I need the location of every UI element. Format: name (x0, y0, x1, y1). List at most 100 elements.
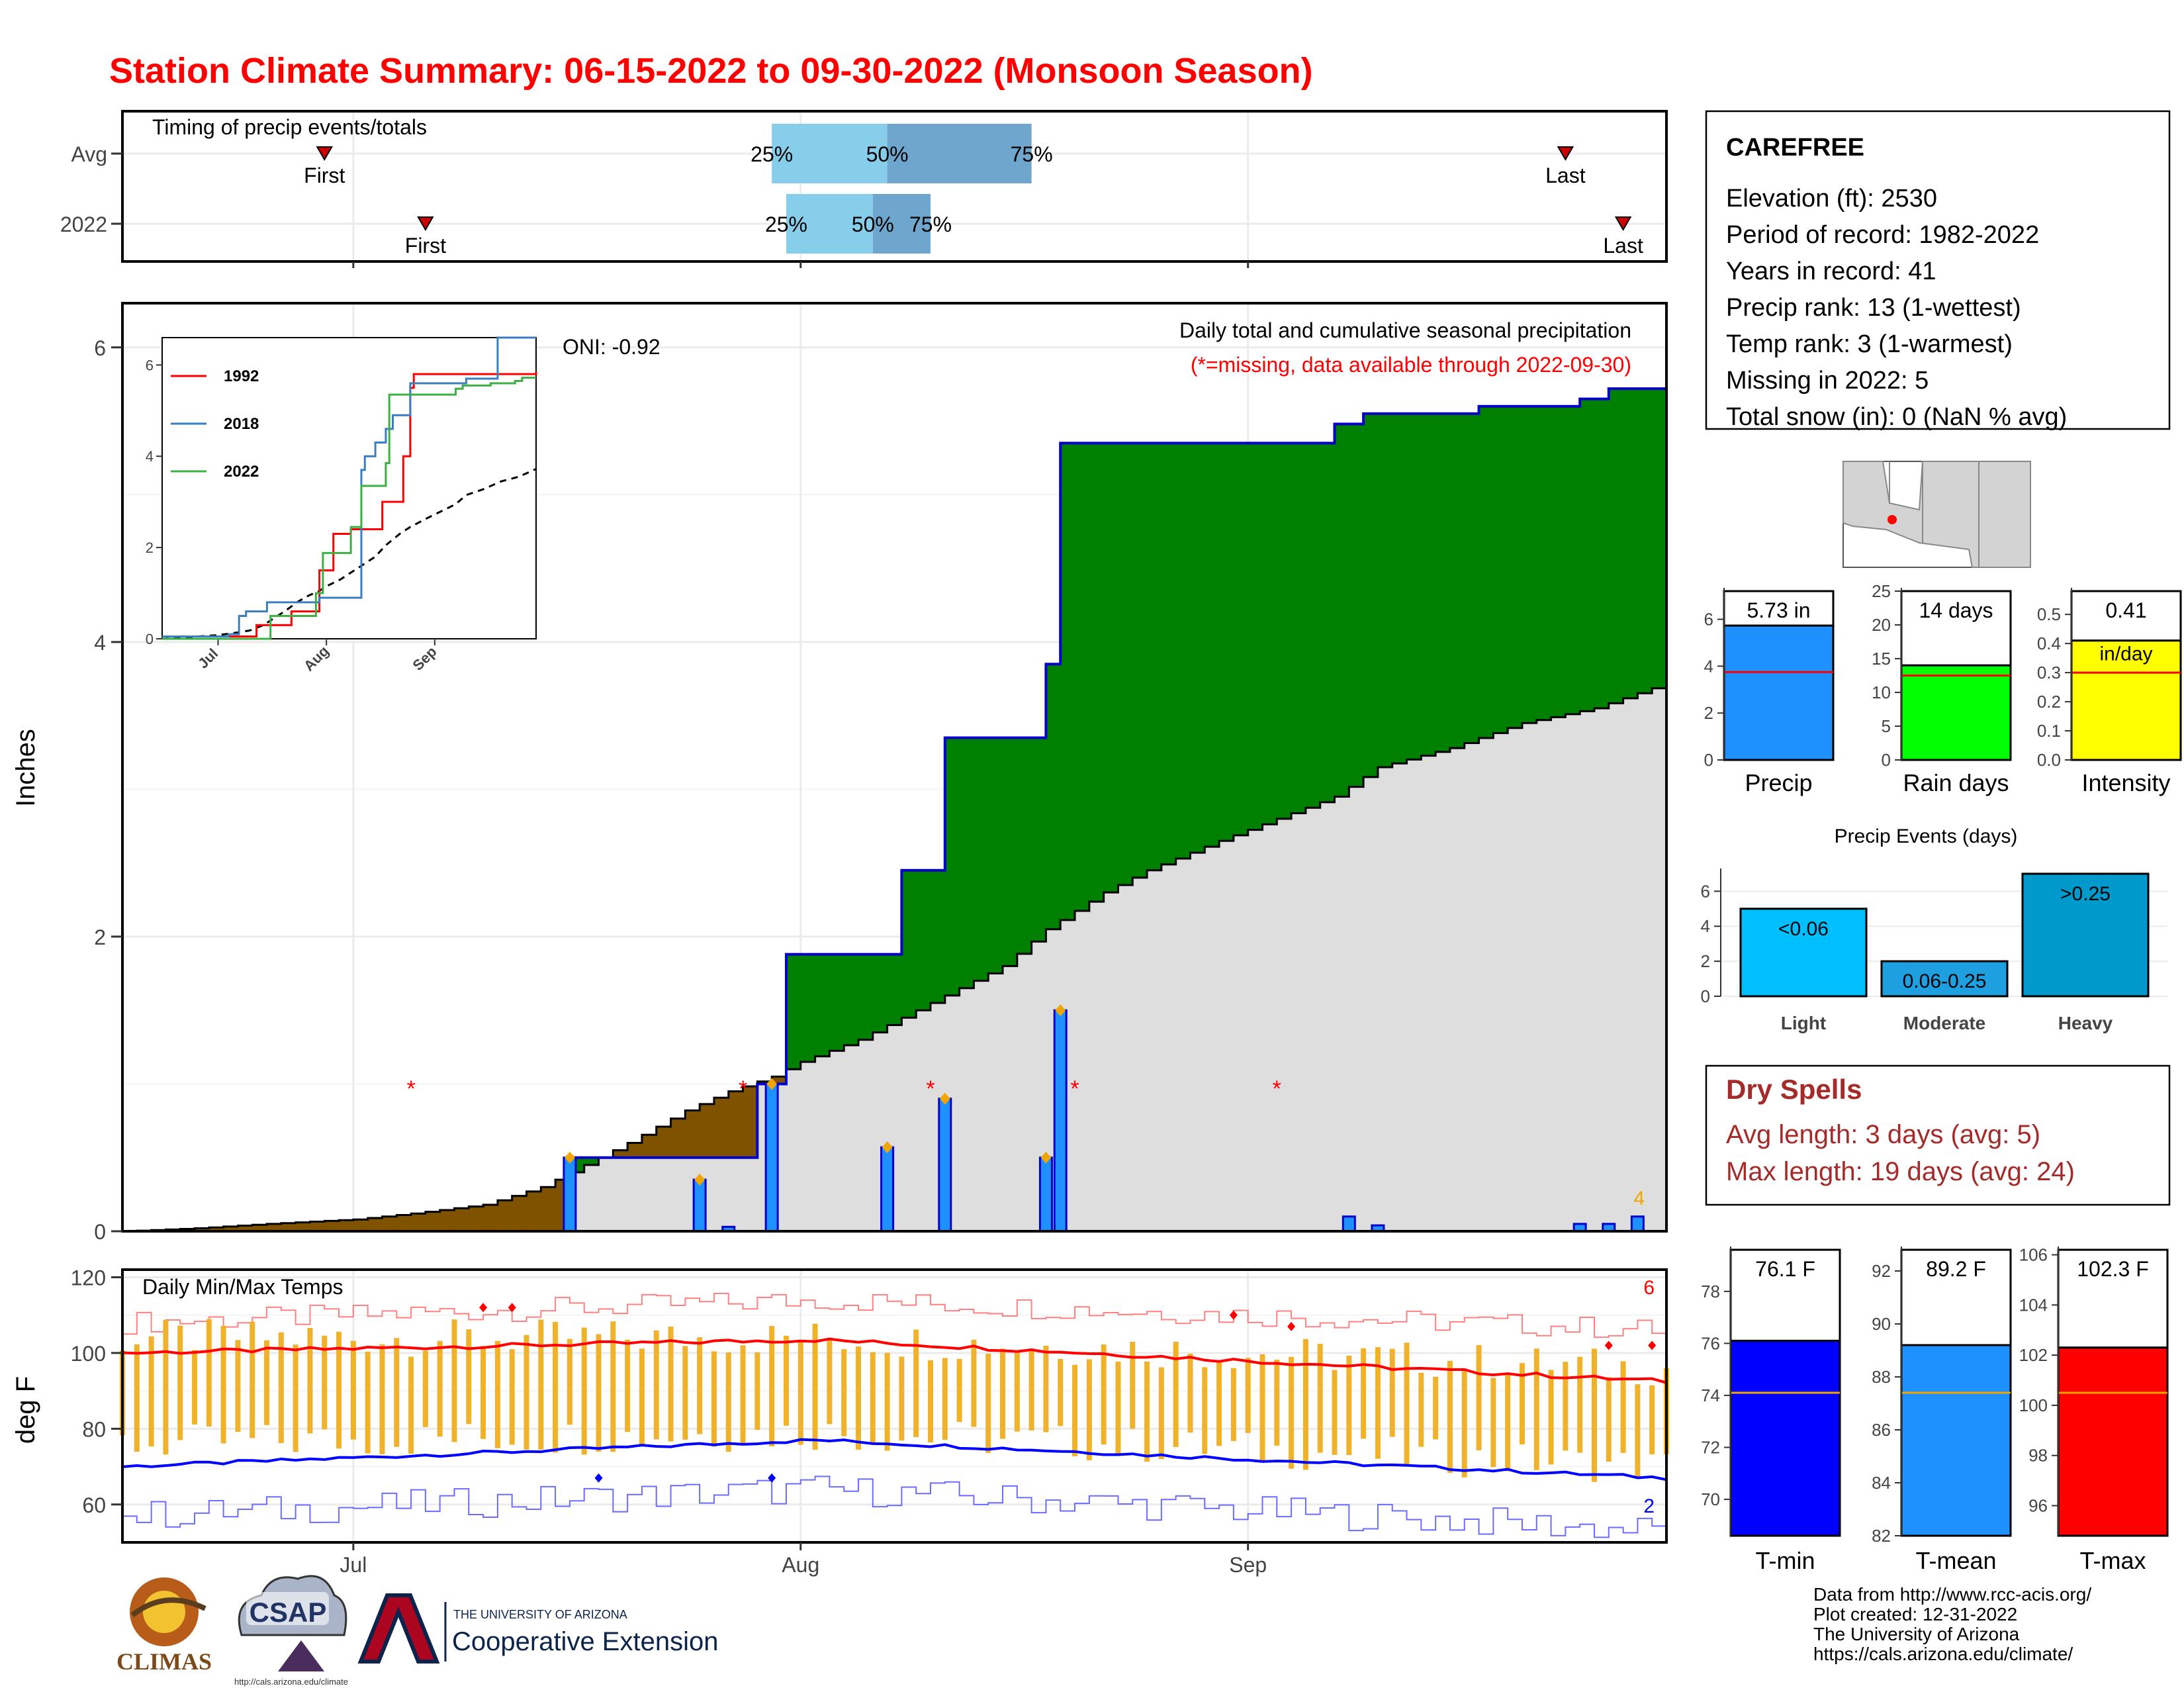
events-bar-label: <0.06 (1778, 918, 1829, 940)
summary-y-tick-label: 0 (1882, 750, 1891, 770)
inset-y-tick-label: 0 (146, 631, 154, 647)
precip-daily-max-marker (694, 1174, 705, 1186)
temp-record-high-marker (1287, 1321, 1296, 1331)
inset-y-tick-label: 4 (146, 448, 154, 465)
precip-below-average-fill (656, 1126, 672, 1158)
timeline-row-label: Avg (71, 142, 107, 166)
climas-swoosh (130, 1597, 206, 1618)
summary-y-tick-label: 92 (1872, 1261, 1891, 1281)
temp-daily-range-bar (653, 1330, 659, 1440)
precip-above-average-fill (1233, 443, 1249, 835)
precip-below-average-fill (310, 1221, 325, 1231)
temp-daily-range-bar (985, 1354, 991, 1453)
precip-below-average-fill (670, 1118, 686, 1158)
events-category-label: Heavy (2058, 1013, 2113, 1033)
temp-daily-range-bar (956, 1358, 962, 1423)
inset-average-line (161, 468, 537, 640)
precip-above-average-fill (1493, 406, 1508, 733)
station-location-dot (1888, 515, 1897, 524)
temp-daily-range-bar (1245, 1358, 1251, 1433)
timeline-title: Timing of precip events/totals (152, 115, 427, 139)
temp-daily-range-bar (870, 1352, 876, 1444)
temp-daily-range-bar (1000, 1348, 1006, 1439)
precip-daily-max-marker (1055, 1004, 1066, 1017)
timeline-last-marker-label: Last (1603, 234, 1643, 258)
precip-above-average-fill (901, 870, 917, 1018)
timeline-p50-label: 50% (852, 212, 894, 236)
precip-above-average-fill (858, 954, 874, 1040)
summary-bar (1729, 1339, 1841, 1537)
temp-daily-range-bar (1635, 1384, 1641, 1479)
summary-bar-title: Rain days (1903, 769, 2009, 796)
map-states (1843, 461, 2031, 568)
precip-daily-bar (938, 1098, 952, 1233)
precip-below-average-fill (469, 1206, 484, 1231)
summary-y-tick-label: 4 (1704, 656, 1713, 676)
precip-above-average-fill (815, 954, 830, 1056)
temp-x-tick-label: Jul (340, 1553, 367, 1577)
summary-y-tick-label: 0.4 (2037, 633, 2061, 653)
summary-y-tick-label: 88 (1872, 1367, 1891, 1387)
temp-daily-range-bar (928, 1360, 934, 1443)
precip-above-average-fill (944, 737, 960, 996)
summary-value-unit: in/day (2099, 643, 2152, 665)
precip-below-average-fill (627, 1143, 643, 1158)
temp-y-tick-label: 60 (82, 1493, 106, 1517)
temp-chart-title: Daily Min/Max Temps (142, 1275, 343, 1299)
precip-above-average-fill (1205, 443, 1220, 847)
precip-below-average-fill (743, 1086, 758, 1158)
temp-daily-range-bar (1101, 1344, 1107, 1445)
temp-daily-range-bar (1389, 1348, 1395, 1437)
precip-above-average-fill (829, 954, 844, 1051)
precip-areas (122, 387, 1668, 1233)
precip-below-average-fill (728, 1091, 744, 1158)
summary-value-box (1900, 590, 2012, 667)
csap-label-bg (246, 1592, 329, 1625)
temp-daily-range-bar (567, 1338, 572, 1425)
precip-above-average-fill (1464, 413, 1480, 743)
station-detail-line: Total snow (in): 0 (NaN % avg) (1726, 403, 2067, 431)
timeline-p50-label: 50% (866, 142, 909, 166)
precip-above-average-fill (800, 954, 816, 1062)
precip-y-axis: 0 2 4 6 (94, 336, 122, 1244)
dry-spells-max: Max length: 19 days (avg: 24) (1726, 1157, 2075, 1186)
temp-daily-range-bar (553, 1321, 559, 1453)
temp-daily-range-bar (1505, 1375, 1511, 1472)
temp-max-count: 6 (1643, 1277, 1655, 1299)
precip-above-average-fill (1652, 389, 1667, 688)
timeline-bar-50-75 (872, 194, 931, 254)
precip-above-average-fill (844, 954, 859, 1046)
precip-above-average-fill (1190, 443, 1205, 853)
temp-daily-range-bar (278, 1332, 284, 1443)
summary-y-tick-label: 96 (2028, 1496, 2048, 1516)
temp-x-axis: Jul Aug Sep (340, 1542, 1267, 1577)
inset-legend-label: 2018 (224, 415, 259, 433)
temp-record-high-marker (1604, 1340, 1613, 1350)
precip-below-average-fill (267, 1223, 282, 1231)
missing-day-asterisk: * (406, 1076, 415, 1102)
temp-daily-range-bar (827, 1339, 833, 1425)
precip-above-average-fill (1103, 443, 1119, 893)
precip-daily-max-marker (1040, 1151, 1052, 1164)
temp-daily-range-bar (899, 1356, 905, 1441)
temp-record-high-marker (508, 1303, 516, 1313)
summary-bar-title: Precip (1745, 769, 1812, 796)
temp-daily-range-bar (1043, 1345, 1049, 1432)
temp-min-count: 2 (1643, 1495, 1655, 1517)
precip-daily-bar (563, 1156, 577, 1233)
summary-y-tick-label: 20 (1872, 615, 1891, 635)
summary-bar-title: T-max (2079, 1547, 2146, 1574)
temp-daily-range-bar (235, 1340, 241, 1432)
summary-value-label: 102.3 F (2077, 1257, 2149, 1281)
summary-y-tick-label: 86 (1872, 1420, 1891, 1440)
temp-y-label: deg F (11, 1376, 40, 1444)
precip-below-average-fill (295, 1222, 311, 1231)
precip-above-average-fill (1594, 399, 1610, 708)
climas-logo: CLIMAS (116, 1577, 212, 1675)
footer-line-1: Data from http://www.rcc-acis.org/ (1813, 1584, 2091, 1605)
summary-y-tick-label: 0.0 (2037, 750, 2061, 770)
temp-daily-range-bar (740, 1345, 746, 1446)
temp-daily-range-bar (711, 1351, 717, 1447)
temp-daily-range-bar (192, 1350, 198, 1425)
temp-daily-range-bar (336, 1331, 342, 1449)
